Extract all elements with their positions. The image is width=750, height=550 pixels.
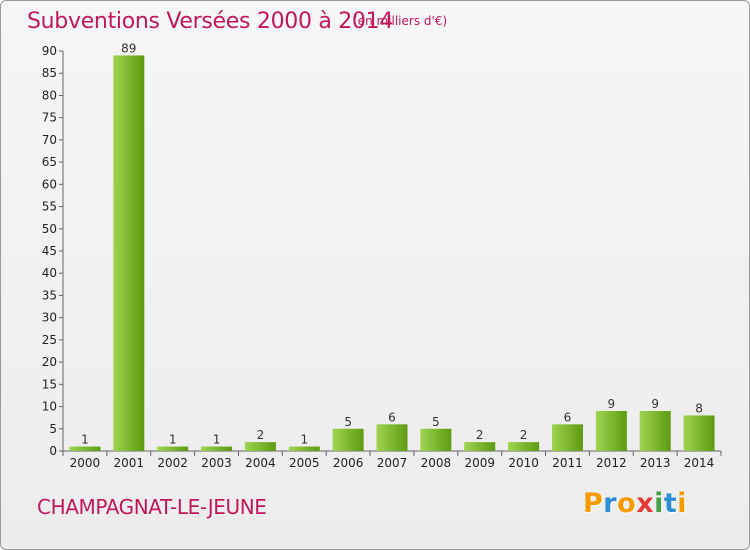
y-tick-label: 35 <box>42 288 57 302</box>
y-tick-label: 20 <box>42 355 57 369</box>
bar <box>69 446 101 451</box>
bar <box>113 55 145 451</box>
y-tick-label: 30 <box>42 311 57 325</box>
y-tick-label: 55 <box>42 200 57 214</box>
x-tick-label: 2000 <box>70 456 101 470</box>
chart-value-labels: 1 89 1 1 2 1 5 6 5 2 2 6 9 9 8 <box>81 41 703 446</box>
data-label: 1 <box>213 433 221 447</box>
data-label: 2 <box>520 428 528 442</box>
y-tick-label: 5 <box>49 422 57 436</box>
bar <box>551 424 583 451</box>
data-label: 89 <box>121 41 136 55</box>
data-label: 1 <box>81 433 89 447</box>
bar <box>683 415 715 451</box>
y-tick-label: 0 <box>49 444 57 458</box>
data-label: 5 <box>344 415 352 429</box>
bar <box>376 424 408 451</box>
y-tick-label: 45 <box>42 244 57 258</box>
y-tick-label: 40 <box>42 266 57 280</box>
data-label: 5 <box>432 415 440 429</box>
y-tick-label: 15 <box>42 377 57 391</box>
x-tick-label: 2012 <box>596 456 627 470</box>
bar <box>332 428 364 451</box>
x-tick-label: 2004 <box>245 456 276 470</box>
data-label: 8 <box>695 401 703 415</box>
data-label: 6 <box>388 410 396 424</box>
city-name: CHAMPAGNAT-LE-JEUNE <box>37 495 267 519</box>
bar <box>464 442 496 451</box>
x-tick-label: 2003 <box>201 456 232 470</box>
proxiti-logo[interactable]: Proxiti <box>583 488 687 519</box>
logo-letter: o <box>617 488 637 519</box>
x-tick-label: 2005 <box>289 456 320 470</box>
y-tick-label: 70 <box>42 133 57 147</box>
y-tick-label: 80 <box>42 88 57 102</box>
y-tick-label: 75 <box>42 111 57 125</box>
x-tick-label: 2006 <box>333 456 364 470</box>
x-tick-label: 2010 <box>508 456 539 470</box>
data-label: 1 <box>300 433 308 447</box>
data-label: 9 <box>651 397 659 411</box>
logo-letter: t <box>663 488 678 519</box>
data-label: 1 <box>169 433 177 447</box>
x-tick-label: 2001 <box>114 456 145 470</box>
data-label: 2 <box>257 428 265 442</box>
x-tick-label: 2002 <box>157 456 188 470</box>
x-tick-label: 2013 <box>640 456 671 470</box>
y-tick-label: 65 <box>42 155 57 169</box>
y-tick-label: 90 <box>42 44 57 58</box>
data-label: 9 <box>608 397 616 411</box>
y-tick-label: 50 <box>42 222 57 236</box>
x-tick-label: 2009 <box>464 456 495 470</box>
logo-letter: i <box>677 488 688 519</box>
logo-letter: r <box>603 488 618 519</box>
chart-subtitle: (en milliers d'€) <box>353 14 448 28</box>
logo-letter: x <box>636 488 655 519</box>
logo-letter: P <box>583 488 604 519</box>
y-tick-label: 10 <box>42 400 57 414</box>
x-tick-label: 2014 <box>684 456 715 470</box>
chart-title: Subventions Versées 2000 à 2014 <box>27 9 394 34</box>
data-label: 2 <box>476 428 484 442</box>
bar <box>201 446 233 451</box>
x-tick-label: 2007 <box>377 456 408 470</box>
bar <box>508 442 540 451</box>
chart-bars <box>69 55 715 451</box>
logo-letter: i <box>654 488 664 519</box>
bar <box>157 446 189 451</box>
y-tick-label: 85 <box>42 66 57 80</box>
chart-axes: 0510152025303540455055606570758085902000… <box>42 44 722 470</box>
y-tick-label: 60 <box>42 177 57 191</box>
bar <box>288 446 320 451</box>
bar <box>420 428 452 451</box>
data-label: 6 <box>564 410 572 424</box>
x-tick-label: 2011 <box>552 456 583 470</box>
bar <box>595 411 627 451</box>
bar <box>639 411 671 451</box>
y-tick-label: 25 <box>42 333 57 347</box>
bar <box>244 442 276 451</box>
x-tick-label: 2008 <box>421 456 452 470</box>
